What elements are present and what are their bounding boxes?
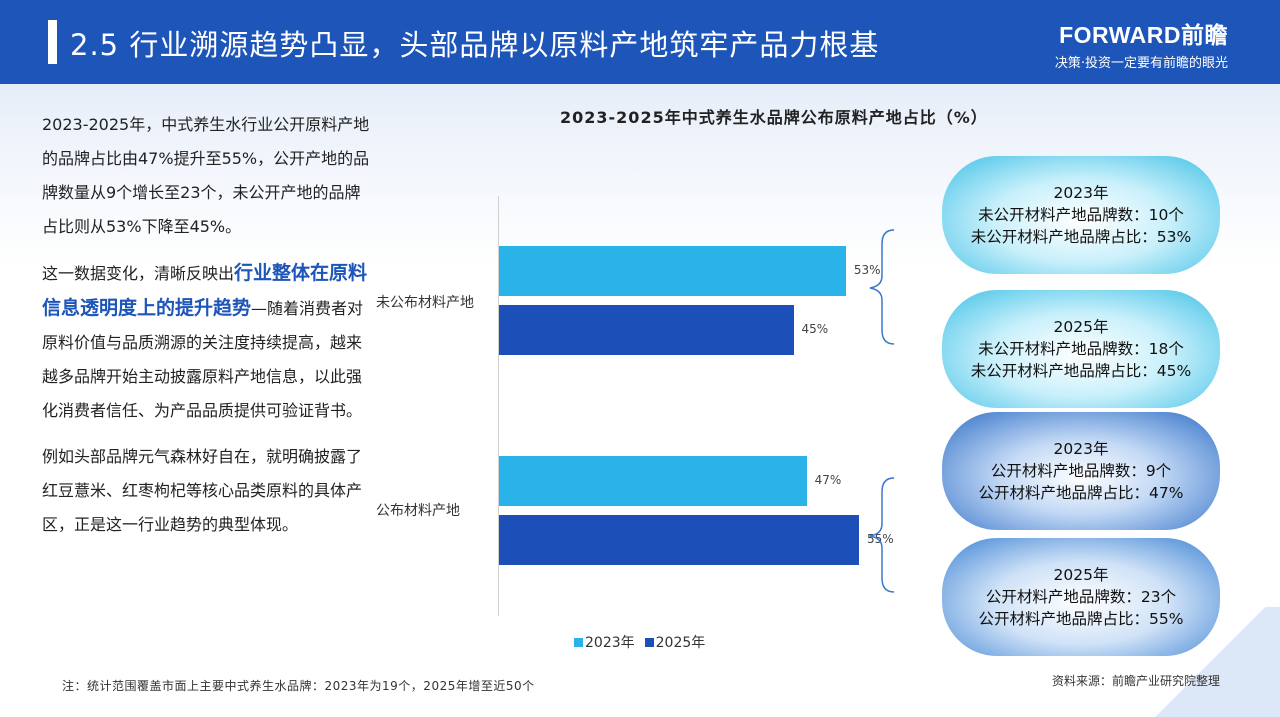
callout-year: 2025年 bbox=[1053, 566, 1109, 584]
bar-2023年 bbox=[499, 456, 807, 506]
logo-wordmark: FORWARD前瞻 bbox=[1059, 22, 1228, 48]
bar-2023年 bbox=[499, 246, 846, 296]
analysis-text: 2023-2025年，中式养生水行业公开原料产地的品牌占比由47%提升至55%，… bbox=[42, 108, 372, 554]
callout-year: 2023年 bbox=[1053, 440, 1109, 458]
bracket-unpublished bbox=[869, 229, 895, 345]
category-axis bbox=[498, 196, 499, 616]
callout-brackets bbox=[869, 229, 895, 593]
bar-value-label: 53% bbox=[853, 263, 881, 277]
callout-count: 公开材料产地品牌数：23个 bbox=[985, 588, 1177, 606]
paragraph-2-lead: 这一数据变化，清晰反映出 bbox=[42, 264, 235, 283]
header-banner: 2.5 行业溯源趋势凸显，头部品牌以原料产地筑牢产品力根基 FORWARD前瞻 … bbox=[0, 0, 1280, 84]
highlight-text: 行业整体在原料信息透明度上的提升趋势 bbox=[42, 262, 368, 319]
bar-2025年 bbox=[499, 305, 794, 355]
callout-share: 公开材料产地品牌占比：55% bbox=[978, 610, 1184, 628]
bracket-published bbox=[869, 477, 895, 593]
legend-label-2025: 2025年 bbox=[655, 635, 706, 651]
callout-published-2023: 2023年 公开材料产地品牌数：9个 公开材料产地品牌占比：47% bbox=[942, 412, 1220, 530]
callout-share: 未公开材料产地品牌占比：45% bbox=[970, 362, 1192, 380]
chart-legend: 2023年 2025年 bbox=[574, 632, 705, 652]
bar-2025年 bbox=[499, 515, 859, 565]
callout-share: 公开材料产地品牌占比：47% bbox=[978, 484, 1184, 502]
paragraph-1: 2023-2025年，中式养生水行业公开原料产地的品牌占比由47%提升至55%，… bbox=[42, 115, 370, 236]
legend-label-2023: 2023年 bbox=[585, 635, 635, 651]
legend-item-2023: 2023年 bbox=[574, 632, 635, 652]
logo-slogan: 决策·投资一定要有前瞻的眼光 bbox=[1054, 56, 1228, 71]
callout-count: 未公开材料产地品牌数：10个 bbox=[978, 206, 1184, 224]
callout-unpublished-2025: 2025年 未公开材料产地品牌数：18个 未公开材料产地品牌占比：45% bbox=[942, 290, 1220, 408]
callout-year: 2023年 bbox=[1053, 184, 1109, 202]
bar-value-label: 47% bbox=[814, 473, 842, 487]
paragraph-3: 例如头部品牌元气森林好自在，就明确披露了红豆薏米、红枣枸杞等核心品类原料的具体产… bbox=[42, 447, 363, 534]
chart-title: 2023-2025年中式养生水品牌公布原料产地占比（%） bbox=[560, 108, 988, 127]
category-label: 未公布材料产地 bbox=[376, 295, 474, 311]
bar-value-label: 45% bbox=[801, 322, 829, 336]
legend-item-2025: 2025年 bbox=[644, 632, 706, 652]
legend-swatch-2025 bbox=[644, 637, 654, 647]
callout-year: 2025年 bbox=[1053, 318, 1109, 336]
legend-swatch-2023 bbox=[574, 637, 583, 647]
callout-share: 未公开材料产地品牌占比：53% bbox=[970, 228, 1192, 246]
callout-published-2025: 2025年 公开材料产地品牌数：23个 公开材料产地品牌占比：55% bbox=[942, 538, 1220, 656]
paragraph-2: 这一数据变化，清晰反映出行业整体在原料信息透明度上的提升趋势—随着消费者对原料价… bbox=[42, 256, 372, 428]
paragraph-2-body: —随着消费者对原料价值与品质溯源的关注度持续提高，越来越多品牌开始主动披露原料产… bbox=[42, 299, 364, 420]
page-title: 2.5 行业溯源趋势凸显，头部品牌以原料产地筑牢产品力根基 bbox=[70, 28, 880, 62]
footnote: 注：统计范围覆盖市面上主要中式养生水品牌：2023年为19个，2025年增至近5… bbox=[62, 679, 535, 693]
callout-unpublished-2023: 2023年 未公开材料产地品牌数：10个 未公开材料产地品牌占比：53% bbox=[942, 156, 1220, 274]
title-accent-bar bbox=[48, 20, 57, 64]
category-label: 公布材料产地 bbox=[376, 503, 460, 519]
brand-logo: FORWARD前瞻 决策·投资一定要有前瞻的眼光 bbox=[1055, 16, 1228, 71]
callout-count: 未公开材料产地品牌数：18个 bbox=[978, 340, 1184, 358]
source-note: 资料来源：前瞻产业研究院整理 bbox=[1051, 674, 1220, 688]
callout-count: 公开材料产地品牌数：9个 bbox=[990, 462, 1172, 480]
